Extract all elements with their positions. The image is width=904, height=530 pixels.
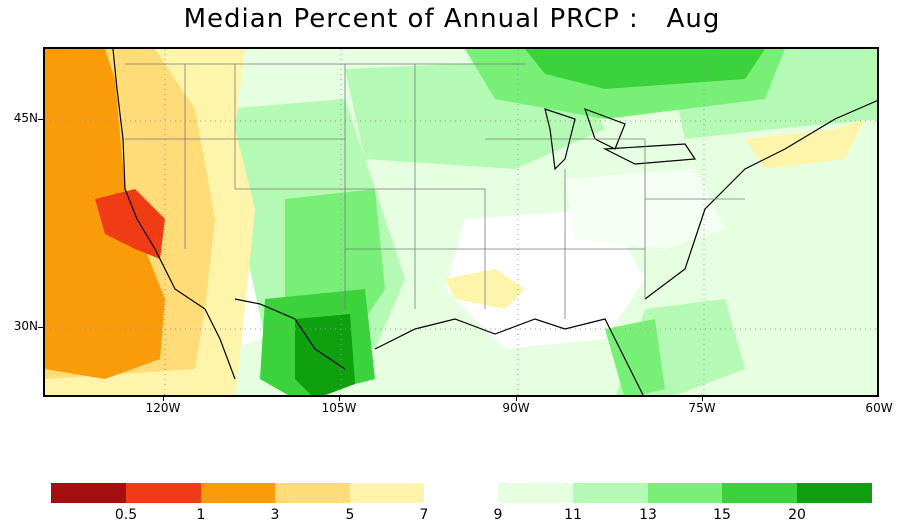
white-patch-southeast (445, 209, 645, 349)
lat-tick-45n (38, 119, 43, 120)
colorbar-label: 5 (345, 507, 355, 523)
colorbar-box-wet-2 (573, 483, 648, 503)
lon-tick-90w (516, 397, 517, 401)
colorbar-box-dry-1 (51, 483, 126, 503)
colorbar-label: 3 (270, 507, 280, 523)
precipitation-map (43, 47, 879, 397)
colorbar-label: 15 (713, 507, 731, 523)
lon-tick-105w (339, 397, 340, 401)
lat-tick-30n (38, 327, 43, 328)
red-california (95, 189, 165, 259)
bright-green-florida (605, 319, 665, 395)
colorbar-dry (51, 483, 424, 503)
coastlines (112, 49, 877, 395)
lon-tick-75w (702, 397, 703, 401)
colorbar-label: 1 (196, 507, 206, 523)
colorbar-label: 7 (419, 507, 429, 523)
lat-label-45n: 45N (13, 111, 38, 125)
colorbar-label: 20 (788, 507, 806, 523)
colorbar-box-wet-1 (498, 483, 573, 503)
state-boundaries (125, 63, 745, 319)
yellow-patch-atlantic (745, 119, 865, 169)
lat-label-30n: 30N (13, 319, 38, 333)
darkest-green-sierra-madre (295, 314, 355, 395)
lon-label-90w: 90W (502, 401, 530, 415)
grid-lines (45, 49, 877, 395)
colorbar-box-wet-4 (722, 483, 797, 503)
colorbar-box-dry-4 (275, 483, 350, 503)
map-title: Median Percent of Annual PRCP : Aug (183, 4, 721, 34)
lon-label-120w: 120W (145, 401, 181, 415)
map-canvas (45, 49, 877, 395)
colorbar-wet (498, 483, 872, 503)
colorbar-label: 13 (639, 507, 657, 523)
colorbar-label: 11 (564, 507, 582, 523)
lon-label-105w: 105W (321, 401, 357, 415)
lon-label-75w: 75W (688, 401, 716, 415)
lon-tick-120w (163, 397, 164, 401)
colorbar-box-wet-5 (797, 483, 872, 503)
colorbar-box-dry-5 (350, 483, 424, 503)
colorbar-label: 0.5 (114, 507, 138, 523)
colorbar-box-dry-2 (126, 483, 201, 503)
strong-green-north (525, 49, 765, 89)
lon-label-60w: 60W (865, 401, 893, 415)
colorbar-label: 9 (493, 507, 503, 523)
colorbar-box-wet-3 (648, 483, 722, 503)
colorbar-box-dry-3 (201, 483, 275, 503)
